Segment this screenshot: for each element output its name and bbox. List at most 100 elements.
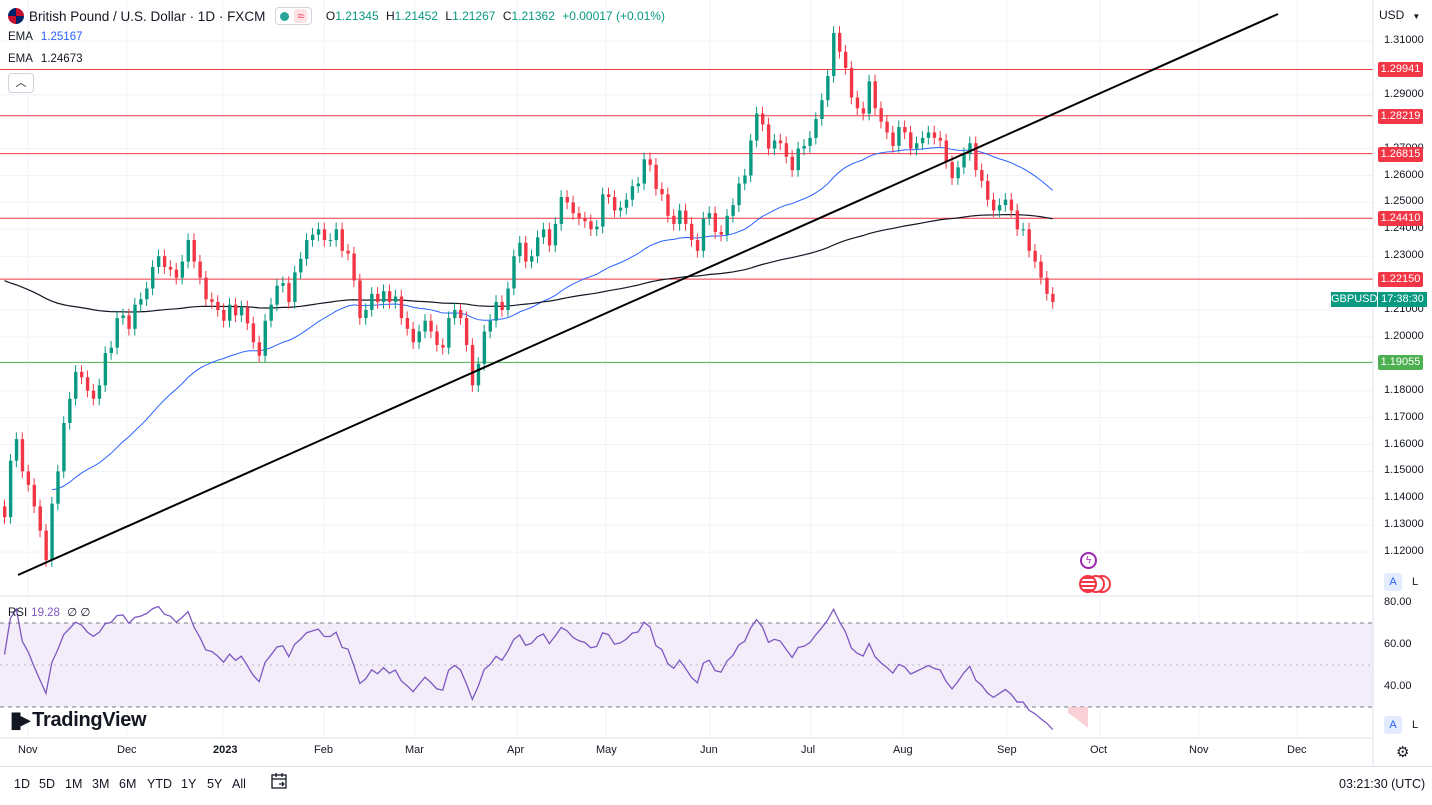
candle-body[interactable] [476,363,481,386]
candle-body[interactable] [364,310,368,319]
candle-body[interactable] [458,310,463,319]
candle-body[interactable] [109,347,113,354]
candle-body[interactable] [997,205,1002,211]
candle-body[interactable] [1021,229,1025,231]
candle-body[interactable] [749,140,753,176]
candle-body[interactable] [79,371,84,378]
candle-body[interactable] [346,250,350,254]
candle-body[interactable] [322,229,327,241]
candle-body[interactable] [151,266,155,289]
candle-body[interactable] [328,240,333,242]
candle-body[interactable] [417,331,421,343]
ema-legend-slow[interactable]: EMA 1.24673 [8,53,83,65]
candle-body[interactable] [778,140,783,144]
candle-body[interactable] [506,288,510,310]
candle-body[interactable] [956,167,960,179]
candle-body[interactable] [281,283,285,286]
candle-body[interactable] [891,132,895,146]
candle-body[interactable] [530,256,534,262]
candle-body[interactable] [393,296,398,302]
candle-body[interactable] [310,234,315,241]
candle-body[interactable] [968,143,972,154]
trend-line[interactable] [17,13,1279,576]
candle-body[interactable] [684,210,688,224]
candle-body[interactable] [867,81,872,114]
candle-body[interactable] [565,197,569,203]
candle-body[interactable] [399,296,404,319]
candle-body[interactable] [624,199,629,208]
candle-body[interactable] [897,127,901,146]
candle-body[interactable] [216,301,220,310]
candle-body[interactable] [3,506,7,518]
candle-body[interactable] [731,205,735,216]
candle-body[interactable] [932,132,937,138]
candle-body[interactable] [180,261,185,278]
timeframe-button[interactable]: YTD [147,777,172,791]
candle-body[interactable] [139,299,143,305]
candle-body[interactable] [121,315,125,319]
candle-body[interactable] [861,108,866,114]
log-scale-button[interactable]: L [1411,576,1419,588]
timeframe-button[interactable]: 1M [65,777,83,791]
candle-body[interactable] [453,310,457,319]
candle-body[interactable] [630,186,635,200]
candle-body[interactable] [500,301,504,310]
candle-body[interactable] [855,97,860,109]
candle-body[interactable] [524,242,528,262]
candle-body[interactable] [784,143,789,157]
candle-body[interactable] [263,320,267,356]
candle-body[interactable] [571,202,575,214]
candle-body[interactable] [666,194,670,216]
candle-body[interactable] [145,288,149,300]
candle-body[interactable] [411,328,416,343]
timeframe-button[interactable]: 1D [14,777,30,791]
candle-body[interactable] [1033,250,1037,262]
candle-body[interactable] [91,390,96,399]
candle-body[interactable] [97,385,102,399]
symbol-title[interactable]: British Pound / U.S. Dollar · 1D · FXCM [29,8,266,24]
candle-body[interactable] [352,253,356,281]
candle-body[interactable] [707,213,712,219]
candle-body[interactable] [648,159,652,165]
timeframe-button[interactable]: 1Y [181,777,197,791]
rsi-auto-scale-button[interactable]: A [1384,716,1402,734]
candle-body[interactable] [938,137,943,141]
candle-body[interactable] [535,237,540,257]
candle-body[interactable] [761,113,765,125]
candle-body[interactable] [429,320,433,332]
candle-body[interactable] [376,293,380,302]
candle-body[interactable] [233,304,238,316]
candle-body[interactable] [980,170,984,181]
candle-body[interactable] [192,240,196,262]
candle-body[interactable] [701,218,706,251]
candle-body[interactable] [287,283,291,302]
candle-body[interactable] [796,148,800,171]
timeframe-button[interactable]: 5Y [207,777,223,791]
candle-body[interactable] [464,318,469,345]
candle-body[interactable] [68,398,72,423]
candle-body[interactable] [305,240,309,259]
candle-body[interactable] [547,229,552,246]
candle-body[interactable] [103,353,108,386]
candle-body[interactable] [991,199,996,211]
candle-body[interactable] [518,242,522,257]
candle-body[interactable] [595,226,599,230]
candle-body[interactable] [8,460,13,518]
candle-body[interactable] [494,301,498,321]
candle-body[interactable] [435,331,439,345]
candle-body[interactable] [790,156,795,171]
candle-body[interactable] [222,310,226,321]
lightning-event-icon[interactable]: ϟ [1080,552,1097,569]
candle-body[interactable] [358,280,362,319]
candle-body[interactable] [814,119,818,138]
candle-body[interactable] [186,240,190,262]
candle-body[interactable] [251,323,256,343]
candle-body[interactable] [654,164,658,189]
collapse-legend-button[interactable]: ︿ [8,73,34,93]
candle-body[interactable] [334,229,339,241]
candle-body[interactable] [832,32,836,76]
candle-body[interactable] [838,32,842,52]
candle-body[interactable] [239,307,244,316]
candle-body[interactable] [482,331,487,364]
candle-body[interactable] [56,471,60,504]
